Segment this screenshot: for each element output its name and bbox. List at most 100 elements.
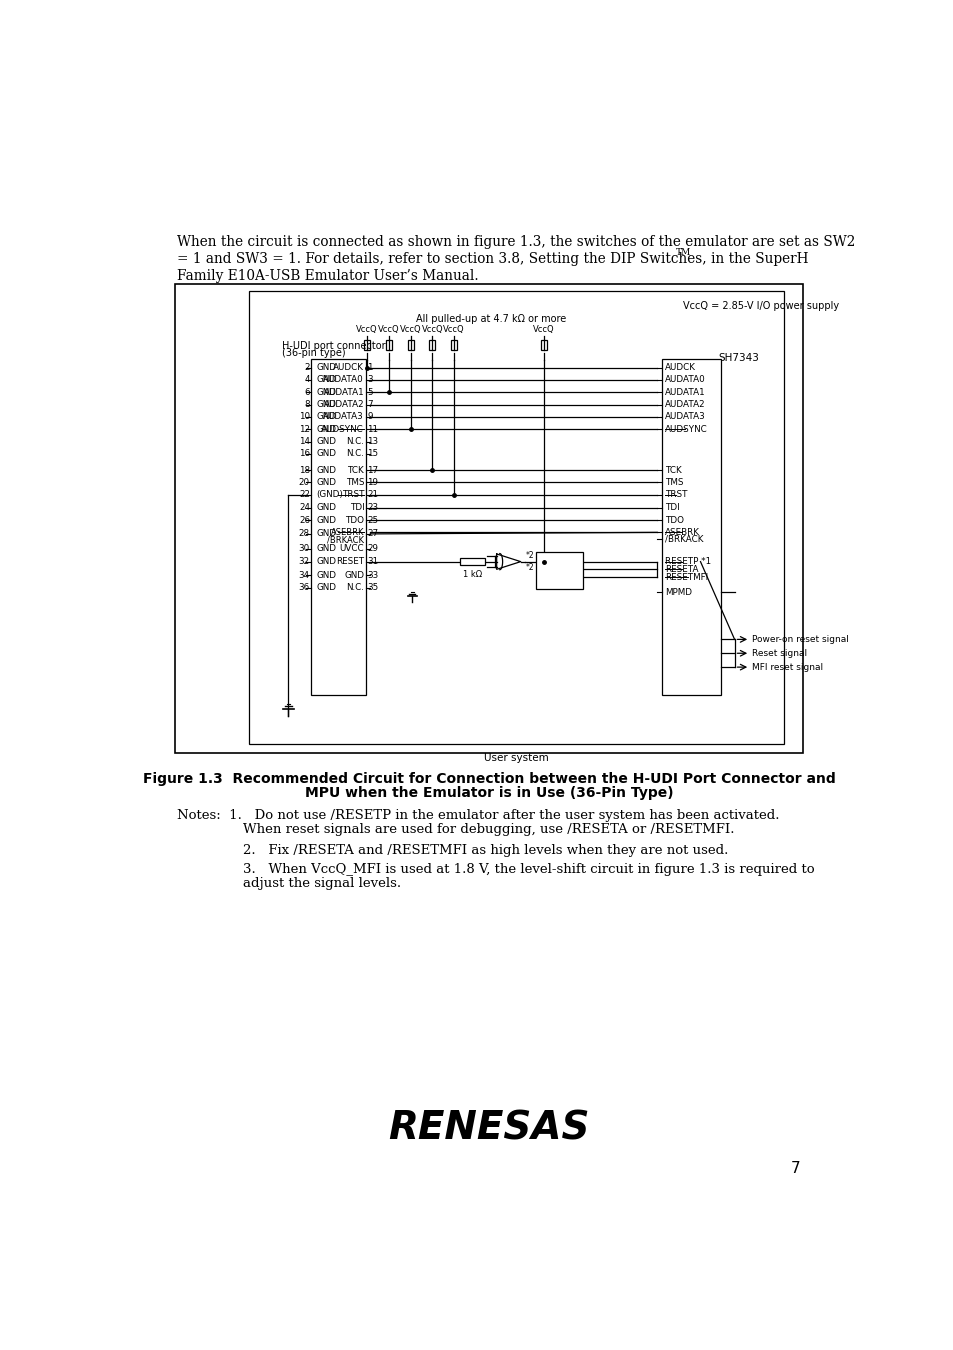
Text: 15: 15 (367, 450, 378, 459)
Text: 25: 25 (367, 516, 378, 525)
Text: MPU when the Emulator is in Use (36-Pin Type): MPU when the Emulator is in Use (36-Pin … (304, 786, 673, 799)
Text: TRST: TRST (664, 490, 686, 500)
Text: Level-: Level- (546, 560, 572, 570)
Text: GND: GND (315, 478, 335, 487)
Text: 30: 30 (298, 544, 310, 554)
Text: *2: *2 (525, 563, 535, 572)
Text: VccQ: VccQ (399, 325, 421, 335)
Text: AUDCK: AUDCK (664, 363, 695, 373)
Text: VccQ: VccQ (421, 325, 443, 335)
Text: TDI: TDI (349, 504, 364, 512)
Text: VccQ: VccQ (377, 325, 399, 335)
Text: AUDSYNC: AUDSYNC (321, 425, 364, 433)
Text: GND: GND (315, 516, 335, 525)
Text: UVCC: UVCC (339, 544, 364, 554)
Text: GND: GND (315, 571, 335, 580)
Text: AUDATA2: AUDATA2 (323, 400, 364, 409)
Text: VccQ: VccQ (356, 325, 377, 335)
Text: GND: GND (315, 412, 335, 421)
Text: 28: 28 (298, 529, 310, 539)
Text: GND: GND (315, 450, 335, 459)
Text: 34: 34 (298, 571, 310, 580)
Text: (36-pin type): (36-pin type) (282, 348, 345, 358)
Text: MFI reset signal: MFI reset signal (751, 663, 821, 671)
Bar (540, 340, 546, 350)
Text: TDO: TDO (345, 516, 364, 525)
Text: RESETP *1: RESETP *1 (664, 558, 710, 566)
Text: 5: 5 (367, 387, 373, 397)
Text: MPMD: MPMD (664, 589, 691, 597)
Text: GND: GND (315, 466, 335, 474)
Bar (661, 359, 720, 695)
Text: *2: *2 (525, 551, 535, 560)
Text: VccQ: VccQ (443, 325, 464, 335)
Text: 12: 12 (298, 425, 310, 433)
Text: 16: 16 (298, 450, 310, 459)
Text: 29: 29 (367, 544, 377, 554)
Text: 31: 31 (367, 558, 378, 566)
Text: GND: GND (315, 583, 335, 593)
Text: 14: 14 (298, 437, 310, 446)
Text: 32: 32 (298, 558, 310, 566)
Text: GND: GND (315, 529, 335, 539)
Text: ASEBRK: ASEBRK (664, 528, 700, 537)
Text: shift: shift (549, 567, 568, 575)
Text: *3: *3 (554, 579, 563, 587)
Text: 18: 18 (298, 466, 310, 474)
Text: 1: 1 (367, 363, 373, 373)
Text: Family E10A-USB Emulator User’s Manual.: Family E10A-USB Emulator User’s Manual. (177, 269, 478, 284)
Text: 6: 6 (304, 387, 310, 397)
Bar (311, 359, 365, 695)
Text: 22: 22 (298, 490, 310, 500)
Text: TM: TM (675, 248, 690, 258)
Text: AUDCK: AUDCK (333, 363, 364, 373)
Text: RESET: RESET (335, 558, 364, 566)
Text: 3: 3 (367, 375, 373, 385)
Text: 23: 23 (367, 504, 378, 512)
Text: All pulled-up at 4.7 kΩ or more: All pulled-up at 4.7 kΩ or more (416, 315, 566, 324)
Text: 8: 8 (304, 400, 310, 409)
Bar (407, 340, 414, 350)
Text: 2: 2 (304, 363, 310, 373)
Bar (385, 340, 392, 350)
Text: TDO: TDO (664, 516, 683, 525)
Text: 9: 9 (367, 412, 373, 421)
Text: 4: 4 (304, 375, 310, 385)
Text: /BRKACK: /BRKACK (664, 535, 702, 544)
Bar (451, 340, 456, 350)
Text: /BRKACK: /BRKACK (327, 536, 364, 544)
Text: adjust the signal levels.: adjust the signal levels. (243, 876, 401, 890)
Text: SH7343: SH7343 (718, 352, 759, 363)
Text: When the circuit is connected as shown in figure 1.3, the switches of the emulat: When the circuit is connected as shown i… (177, 235, 855, 250)
Text: 20: 20 (298, 478, 310, 487)
Text: Notes:  1.   Do not use /RESETP in the emulator after the user system has been a: Notes: 1. Do not use /RESETP in the emul… (177, 809, 779, 822)
Text: VccQ: VccQ (533, 325, 555, 335)
Text: TDI: TDI (664, 504, 679, 512)
Text: (GND): (GND) (315, 490, 343, 500)
Text: TCK: TCK (347, 466, 364, 474)
Text: GND: GND (315, 400, 335, 409)
Text: AUDATA1: AUDATA1 (323, 387, 364, 397)
Text: AUDATA1: AUDATA1 (664, 387, 704, 397)
Text: GND: GND (315, 437, 335, 446)
Text: GND: GND (315, 544, 335, 554)
Text: 26: 26 (298, 516, 310, 525)
Bar (429, 340, 435, 350)
Text: RESETA: RESETA (664, 564, 698, 574)
Text: 19: 19 (367, 478, 377, 487)
Text: AUDATA0: AUDATA0 (664, 375, 705, 385)
Text: 11: 11 (367, 425, 377, 433)
Bar (249, 292, 783, 744)
Text: Power-on reset signal: Power-on reset signal (751, 634, 847, 644)
Text: RENESAS: RENESAS (388, 1110, 589, 1148)
Bar (364, 340, 370, 350)
Text: TMS: TMS (345, 478, 364, 487)
Text: 13: 13 (367, 437, 378, 446)
Text: RESETMFI: RESETMFI (664, 572, 707, 582)
Text: 21: 21 (367, 490, 377, 500)
Text: N.C.: N.C. (346, 583, 364, 593)
Bar (536, 552, 582, 590)
Text: 10: 10 (298, 412, 310, 421)
Text: 2.   Fix /RESETA and /RESETMFI as high levels when they are not used.: 2. Fix /RESETA and /RESETMFI as high lev… (243, 844, 728, 857)
Text: 35: 35 (367, 583, 378, 593)
